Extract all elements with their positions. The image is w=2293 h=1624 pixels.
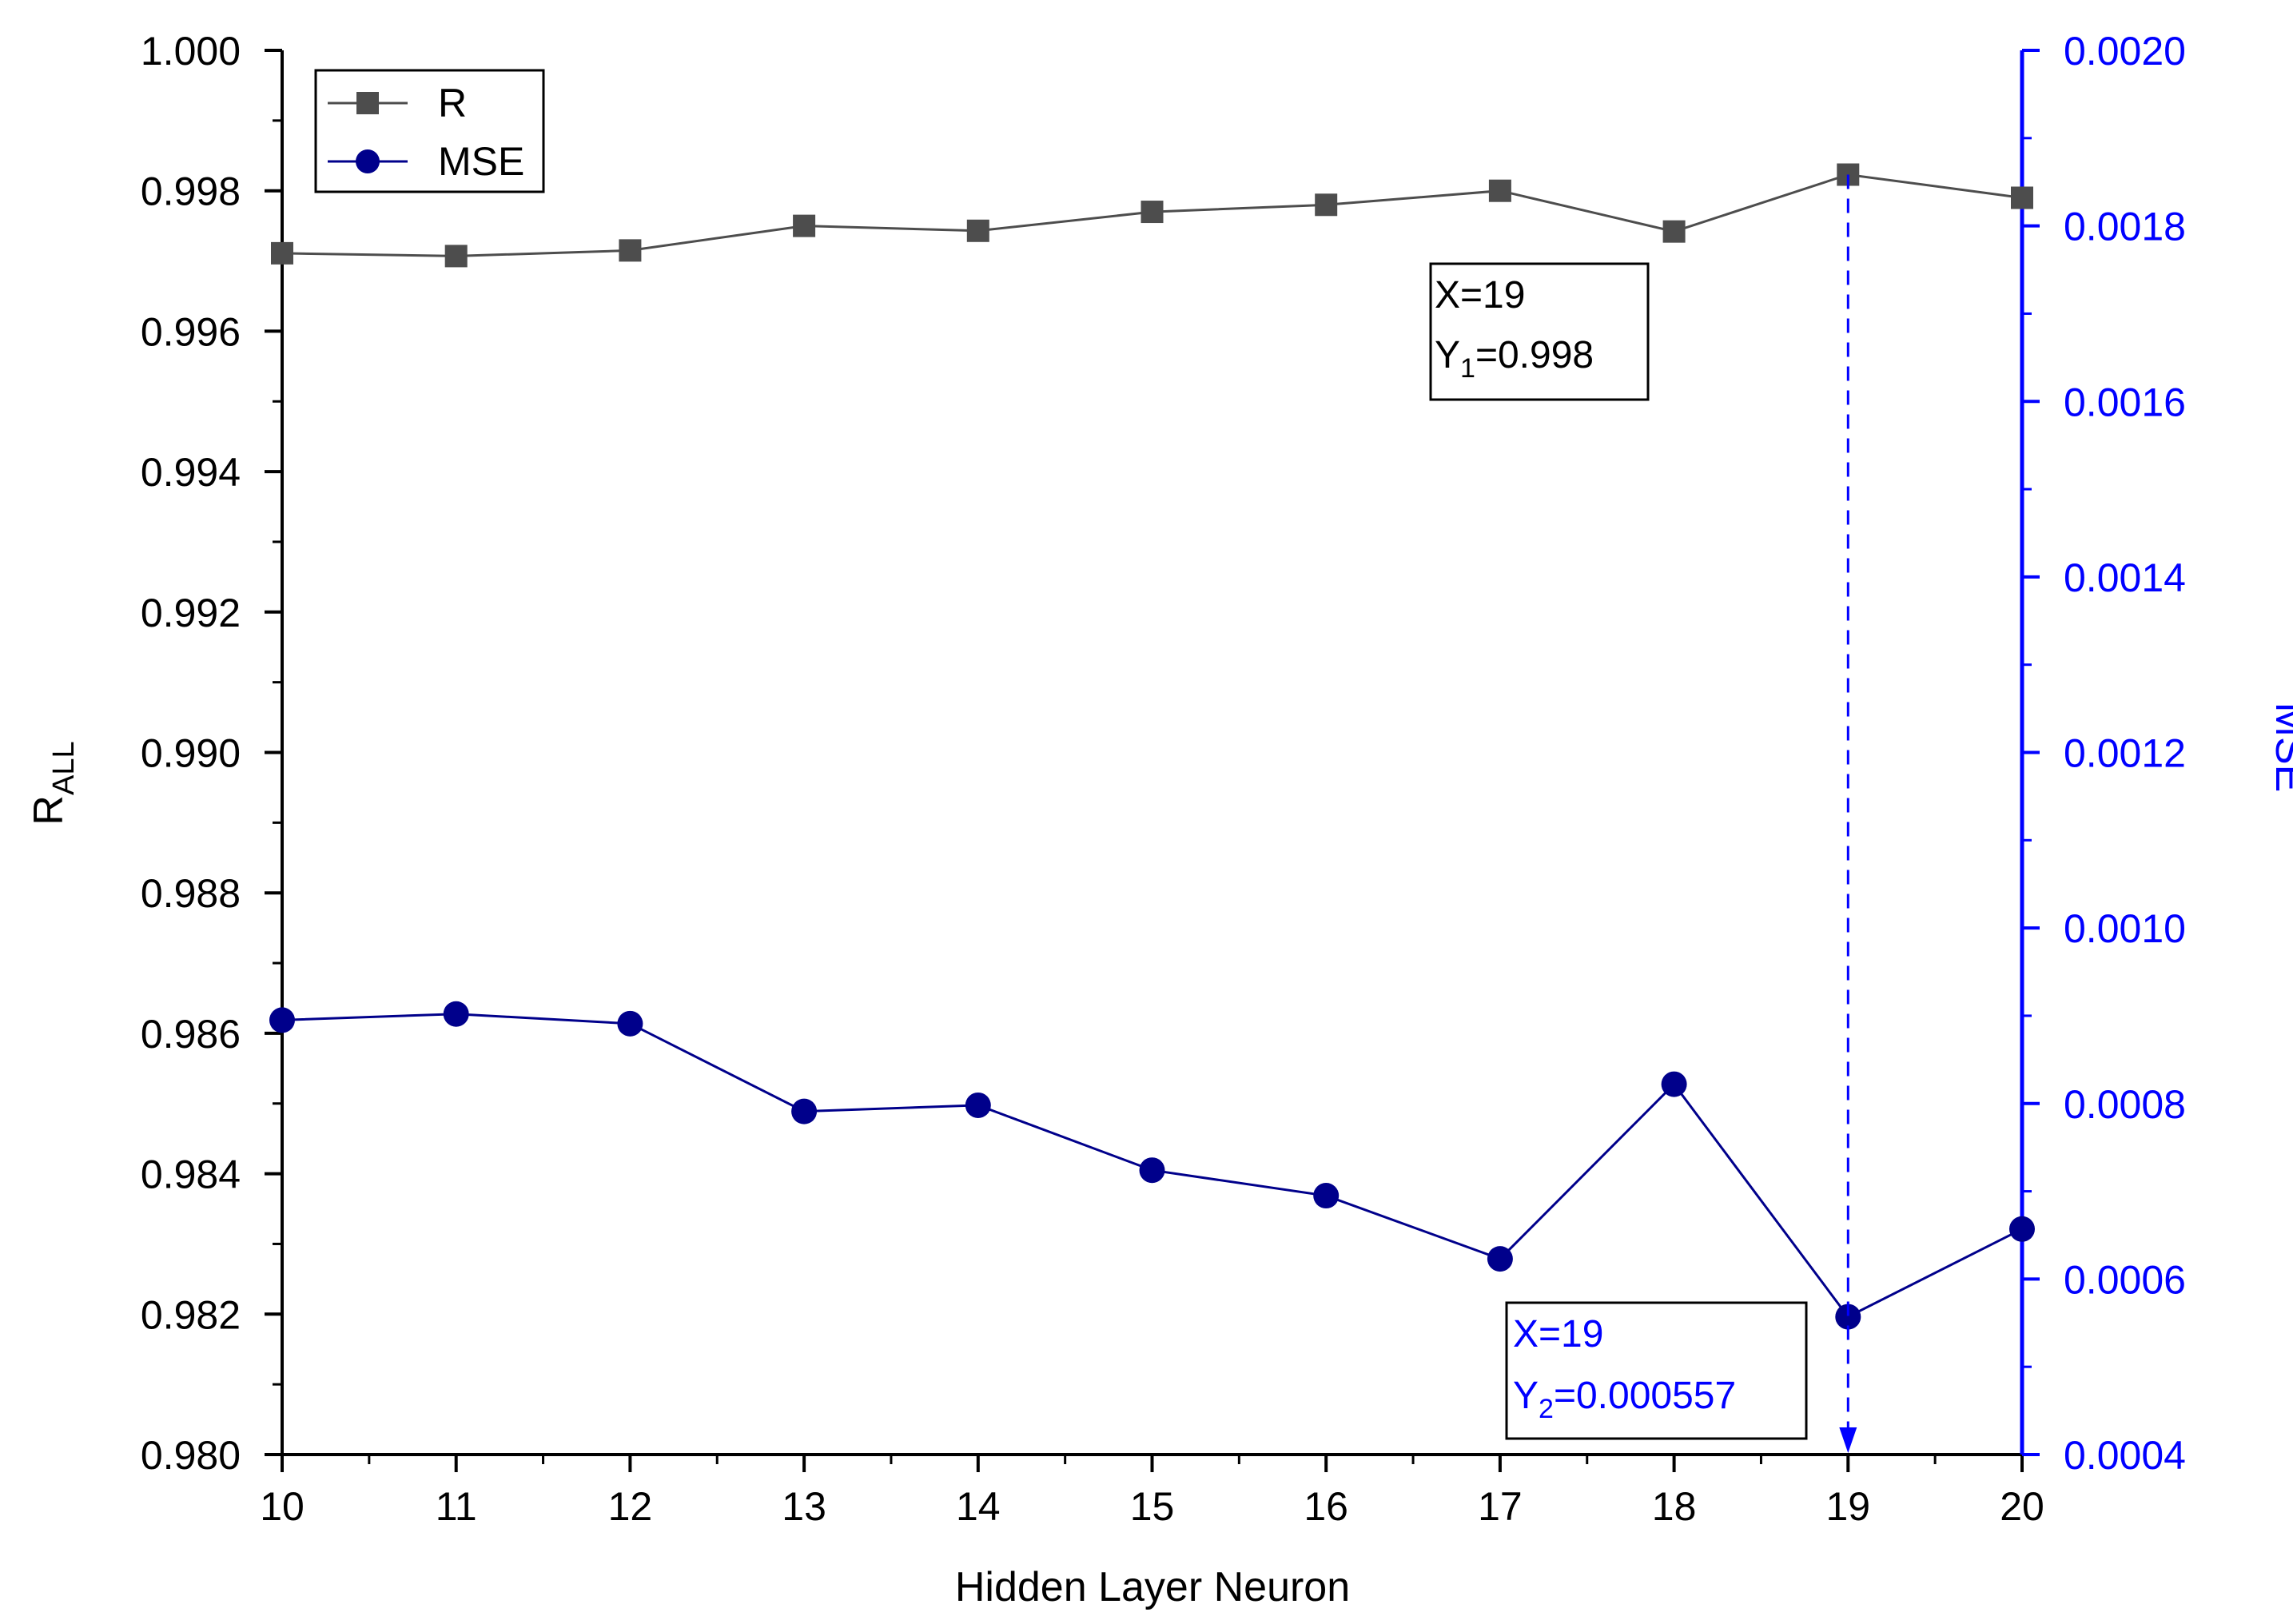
y-left-tick-label: 0.986 [141, 1012, 241, 1057]
y-left-tick-label: 0.988 [141, 871, 241, 916]
annotation-mse-y: Y2=0.000557 [1513, 1375, 1736, 1424]
legend-r-marker [356, 92, 379, 114]
y-left-tick-label: 0.980 [141, 1433, 241, 1478]
annotation-mse-box [1505, 1301, 1808, 1440]
y-right-tick-label: 0.0008 [2064, 1082, 2186, 1127]
annotation-r-y: Y1=0.998 [1435, 334, 1594, 384]
x-tick-label: 14 [956, 1484, 1001, 1529]
y-left-axis-title: RALL [26, 741, 81, 825]
y-left-tick-label: 0.984 [141, 1152, 241, 1197]
annotation-mse-x: X=19 [1513, 1313, 1603, 1355]
series-r-point [444, 245, 468, 268]
annotation-r-box [1429, 262, 1650, 401]
y-right-tick-label: 0.0020 [2064, 29, 2186, 74]
legend-box [314, 69, 545, 193]
x-tick-label: 10 [260, 1484, 305, 1529]
legend-mse-label: MSE [438, 139, 524, 184]
series-r-point [619, 239, 642, 262]
series-mse-point [1487, 1246, 1513, 1272]
y-left-tick-label: 0.998 [141, 169, 241, 214]
reference-arrow-icon [1839, 1427, 1857, 1453]
series-mse-point [2009, 1216, 2035, 1242]
y-left-tick-label: 0.990 [141, 731, 241, 776]
series-mse-point [791, 1098, 818, 1124]
series-r-point [271, 241, 293, 265]
y-right-tick-label: 0.0016 [2064, 380, 2186, 424]
y-left-tick-label: 0.992 [141, 591, 241, 635]
series-mse-point [1139, 1157, 1165, 1184]
annotation-r-x: X=19 [1435, 274, 1525, 316]
y-left-tick-label: 0.996 [141, 309, 241, 354]
series-r-point [1141, 201, 1164, 224]
y-left-tick-label: 1.000 [141, 29, 241, 74]
series-r-point [2011, 186, 2033, 209]
x-tick-label: 17 [1478, 1484, 1523, 1529]
series-r-point [966, 219, 989, 242]
series-r-point [793, 214, 816, 237]
x-tick-label: 20 [2000, 1484, 2044, 1529]
annotation-r: X=19 Y1=0.998 [1429, 262, 1650, 401]
x-axis-title: Hidden Layer Neuron [955, 1564, 1350, 1610]
y-right-tick-label: 0.0018 [2064, 205, 2186, 249]
x-tick-label: 16 [1304, 1484, 1348, 1529]
x-tick-label: 13 [782, 1484, 826, 1529]
legend-r-label: R [438, 81, 467, 125]
series-mse-point [965, 1092, 991, 1118]
x-tick-label: 15 [1130, 1484, 1175, 1529]
series-r-point [1315, 193, 1338, 217]
y-right-tick-label: 0.0006 [2064, 1257, 2186, 1302]
y-left-tick-label: 0.994 [141, 450, 241, 495]
annotation-mse: X=19 Y2=0.000557 [1505, 1301, 1808, 1440]
y-right-tick-label: 0.0004 [2064, 1433, 2186, 1478]
series-mse-point [1661, 1071, 1687, 1097]
x-tick-label: 11 [436, 1484, 477, 1529]
series-r-point [1662, 220, 1686, 243]
legend-mse-marker [356, 149, 380, 173]
series-mse-point [1313, 1183, 1340, 1209]
series-mse-point [269, 1007, 295, 1033]
y-left-tick-label: 0.982 [141, 1292, 241, 1337]
series-mse-point [443, 1001, 469, 1027]
legend: R MSE [314, 69, 545, 193]
y-right-axis-title: MSE [2267, 703, 2293, 793]
x-tick-label: 18 [1652, 1484, 1697, 1529]
x-tick-label: 19 [1825, 1484, 1870, 1529]
y-right-tick-label: 0.0014 [2064, 555, 2186, 600]
y-right-tick-label: 0.0010 [2064, 906, 2186, 951]
series-mse-point [617, 1010, 643, 1037]
x-tick-label: 12 [608, 1484, 653, 1529]
series-r-point [1488, 179, 1511, 202]
series-mse-point [1835, 1304, 1861, 1330]
y-right-tick-label: 0.0012 [2064, 731, 2186, 776]
